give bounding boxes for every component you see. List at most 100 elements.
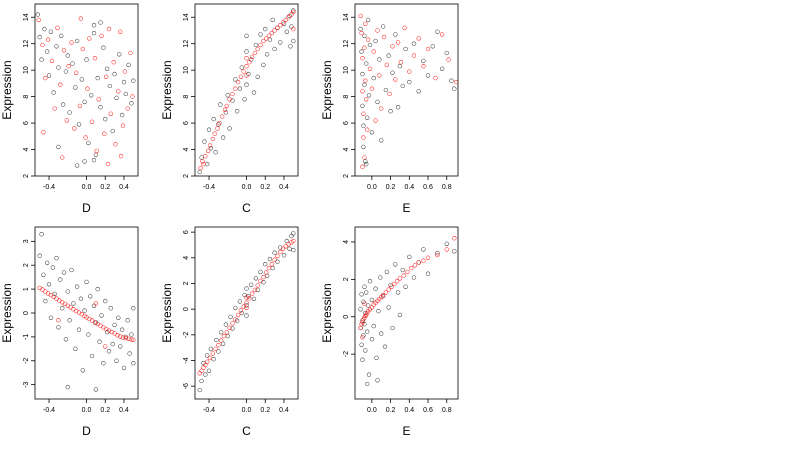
x-axis-label: E [402,424,410,438]
data-point [92,56,98,61]
data-point [220,341,226,346]
x-axis-label: D [82,201,91,215]
data-point [280,246,286,251]
data-point [94,148,99,154]
data-point [71,301,76,306]
data-point [386,53,391,58]
data-point [208,146,214,151]
data-point [106,26,112,32]
data-point [382,344,388,349]
x-tick-label: 0.4 [119,407,129,414]
data-point [411,275,417,280]
data-point [421,64,426,69]
data-point [201,161,206,167]
data-point [395,290,401,295]
data-point [253,276,259,281]
data-point [64,118,69,123]
data-point [435,29,440,34]
data-point [365,303,371,308]
data-point [258,32,263,37]
data-point [74,284,80,289]
data-point [79,77,84,82]
data-point [57,298,62,303]
data-point [205,359,210,364]
data-point [377,73,382,78]
data-point [367,279,373,284]
data-point [398,60,404,65]
point-series [198,9,296,171]
y-tick-label: 4 [343,147,350,151]
data-point [365,115,370,120]
data-point [446,57,451,62]
y-tick-label: 10 [23,66,30,74]
point-series [197,238,296,376]
data-point [63,69,69,74]
data-point [83,135,88,140]
data-point [264,52,270,57]
y-tick-label: 6 [183,230,190,234]
data-point [67,110,72,115]
data-point [113,142,118,147]
data-point [48,292,54,298]
x-tick-label: 0.6 [423,407,433,414]
data-point [280,20,286,25]
data-point [103,116,108,122]
data-point [444,241,449,246]
data-point [86,332,91,337]
data-point [270,17,275,23]
data-point [244,286,249,291]
data-point [247,60,252,65]
data-point [65,384,70,390]
data-point [386,287,391,292]
data-point [416,36,421,41]
y-tick-label: 12 [23,40,30,48]
data-point [407,79,412,85]
data-point [69,40,74,45]
data-point [369,86,375,91]
x-tick-label: 0.4 [279,184,289,191]
data-point [54,44,59,49]
data-point [104,74,109,79]
data-point [228,314,233,320]
data-point [95,286,100,292]
data-point [244,313,249,318]
y-axis-label: Expression [160,283,174,342]
point-series [37,232,136,392]
data-point [384,269,389,275]
data-point [264,273,270,278]
x-tick-label: 0.2 [386,184,396,191]
data-point [197,371,202,376]
data-point [272,257,277,262]
data-point [82,308,87,313]
data-point [45,260,50,265]
data-point [233,305,238,311]
y-tick-label: 2 [343,174,350,178]
data-point [48,315,54,320]
data-point [92,320,98,325]
data-point [60,155,65,160]
data-point [123,335,128,341]
data-point [452,86,457,91]
data-point [244,295,249,300]
data-point [56,65,61,70]
data-point [238,74,244,79]
data-point [98,20,103,25]
data-point [52,106,57,111]
data-point [101,361,106,366]
data-point [362,301,367,306]
plot-frame [354,226,459,400]
data-point [219,330,224,335]
data-point [421,247,426,252]
data-point [249,54,255,60]
data-point [107,83,113,89]
x-tick-label: 0.6 [423,184,433,191]
data-point [54,255,59,261]
data-point [51,90,56,95]
data-point [364,61,369,66]
data-point [221,333,227,339]
data-point [199,368,204,373]
y-axis-label: Expression [320,60,334,119]
data-point [390,44,395,49]
data-point [366,372,372,377]
data-point [101,325,106,330]
